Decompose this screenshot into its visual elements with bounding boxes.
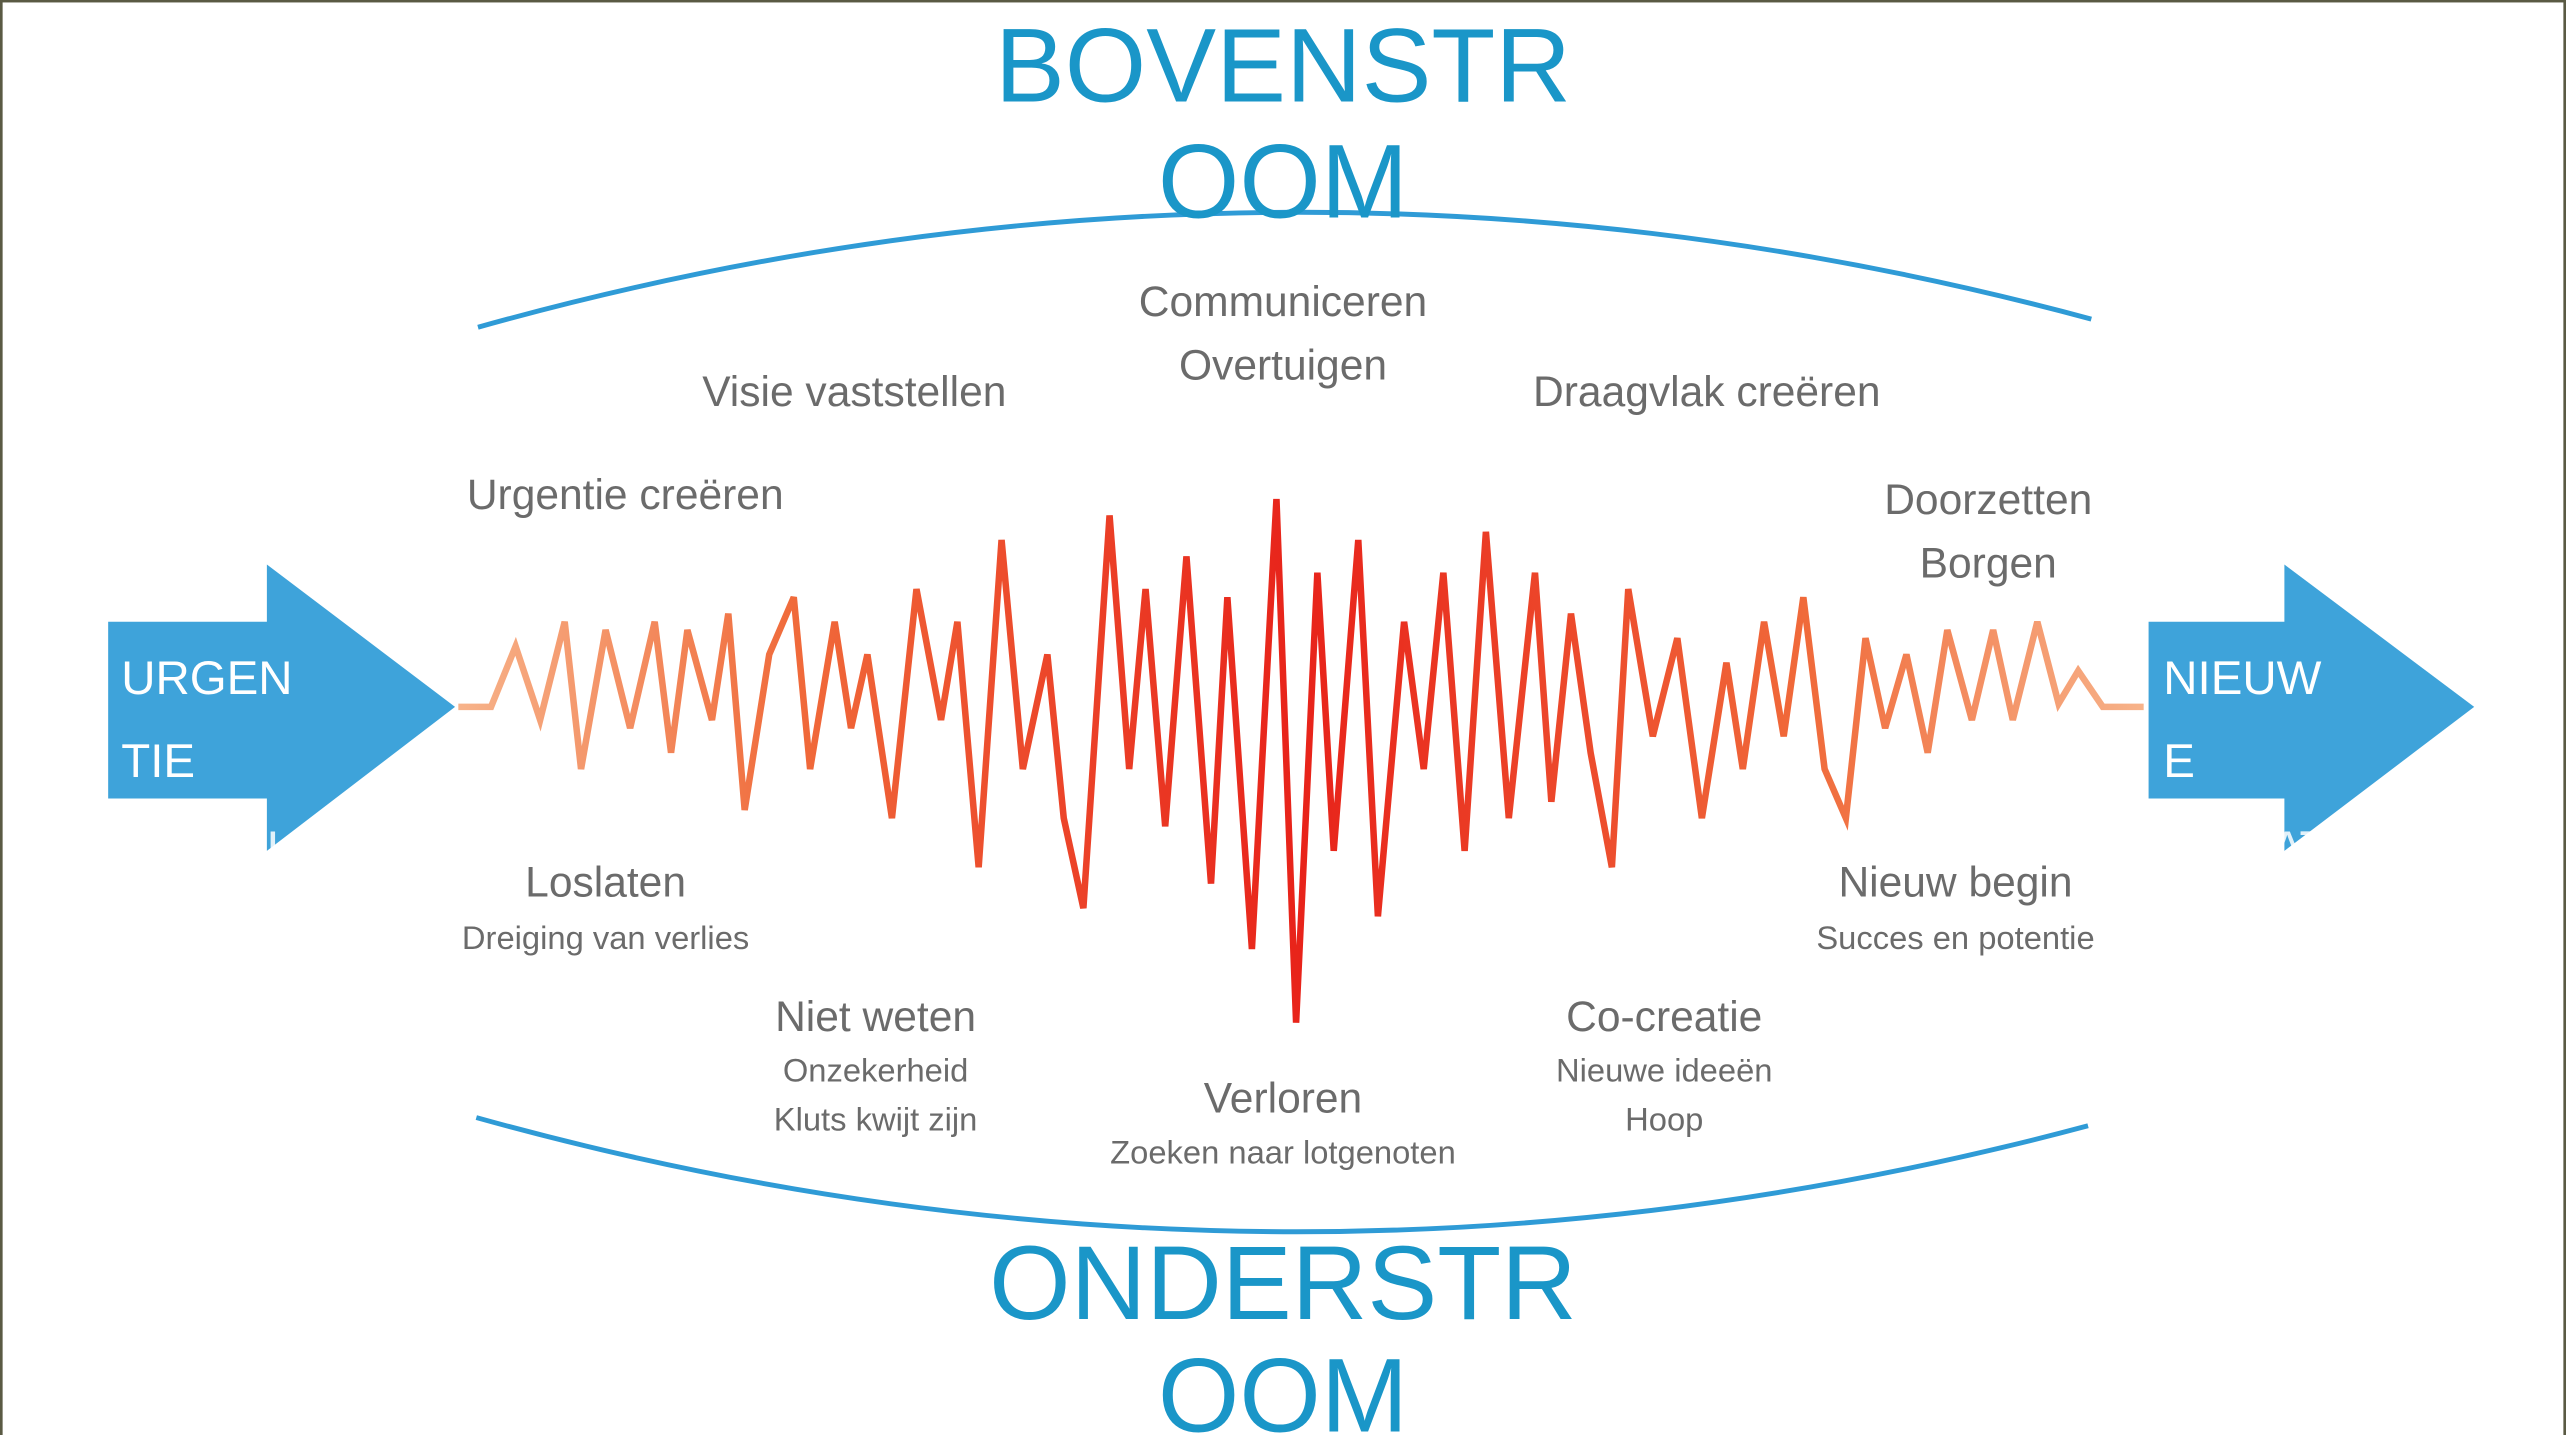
lower-label: Nieuw begin [1838,859,2072,907]
arrow-label: SITUAT [2163,822,2328,875]
arrow-label: IE [2163,907,2208,960]
lower-detail: Zoeken naar lotgenoten [1110,1133,1456,1170]
arrow-label: NIEUW [2163,652,2321,705]
upper-label: Overtuigen [1179,342,1387,390]
arrow-label: TIE [121,735,195,788]
arrow-label: AMBITI [121,822,279,875]
bottom-title: ONDERSTR [989,1225,1577,1342]
lower-label: Co-creatie [1566,993,1762,1041]
left-arrow [108,565,455,851]
top-title: OOM [1158,124,1408,241]
arrow-label: URGEN [121,652,292,705]
upper-label: Borgen [1920,540,2057,588]
bottom-title: OOM [1158,1338,1408,1435]
top-title: BOVENSTR [995,7,1571,124]
right-arrow [2149,565,2475,851]
upper-label: Visie vaststellen [702,368,1006,416]
body: { "header": {"title_lines": ["BOVENSTR",… [0,0,2566,1435]
upper-label: Communiceren [1139,278,1427,326]
upper-label: Doorzetten [1884,476,2092,524]
lower-detail: Hoop [1625,1101,1703,1138]
lower-detail: Kluts kwijt zijn [774,1101,978,1138]
diagram: BOVENSTR OOM ONDERSTR OOM URGEN TIE AMBI… [0,0,2566,1435]
lower-detail: Nieuwe ideeën [1556,1052,1772,1089]
lower-label: Niet weten [775,993,976,1041]
lower-label: Verloren [1204,1075,1362,1123]
upper-label: Draagvlak creëren [1533,368,1881,416]
page: Bovenstroom / Onderstroom html, body { m… [0,0,2566,1435]
lower-label: Loslaten [525,859,686,907]
lower-detail: Succes en potentie [1816,919,2094,956]
lower-detail: Dreiging van verlies [462,919,749,956]
lower-detail: Onzekerheid [783,1052,969,1089]
upper-label: Urgentie creëren [467,471,784,519]
arrow-label: E [121,907,153,960]
arrow-label: E [2163,735,2195,788]
